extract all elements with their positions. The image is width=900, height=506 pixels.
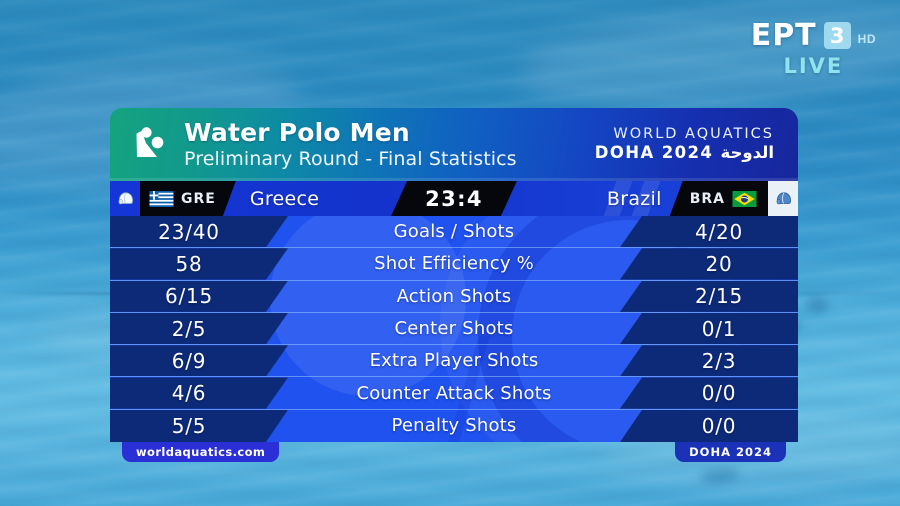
scorebar: GRE Greece 23:4 Brazil BRA bbox=[110, 181, 798, 216]
home-stat-cell: 4/6 bbox=[110, 377, 288, 408]
away-stat-cell: 20 bbox=[620, 248, 798, 280]
away-stat-value: 0/1 bbox=[701, 316, 737, 341]
event-tab: DOHA 2024 bbox=[675, 442, 786, 463]
statistics-panel: Water Polo Men Preliminary Round - Final… bbox=[110, 108, 798, 468]
stat-label: Shot Efficiency % bbox=[374, 253, 534, 275]
home-stat-cell: 6/9 bbox=[110, 345, 288, 376]
event-logo: WORLD AQUATICS DOHA 2024 الدوحة bbox=[594, 125, 774, 163]
event-name: DOHA 2024 الدوحة bbox=[594, 143, 774, 163]
table-row: 2/5 Center Shots 0/1 bbox=[110, 312, 798, 346]
away-stat-cell: 0/0 bbox=[620, 377, 798, 409]
home-cap-icon bbox=[110, 181, 140, 216]
stat-label: Counter Attack Shots bbox=[356, 382, 552, 404]
table-row: 23/40 Goals / Shots 4/20 bbox=[110, 216, 798, 249]
away-stat-cell: 2/15 bbox=[620, 280, 798, 312]
broadcaster-channel-number: 3 bbox=[823, 22, 851, 49]
water-shadow bbox=[806, 298, 828, 312]
home-stat-value: 6/9 bbox=[171, 348, 207, 373]
stat-label-cell: Penalty Shots bbox=[288, 410, 620, 442]
away-stat-cell: 0/0 bbox=[620, 409, 798, 443]
stat-label-cell: Goals / Shots bbox=[288, 216, 620, 247]
away-stat-value: 0/0 bbox=[701, 413, 737, 438]
away-team-tag: BRA bbox=[669, 181, 768, 216]
score-chip: 23:4 bbox=[391, 181, 517, 216]
page-subtitle: Preliminary Round - Final Statistics bbox=[184, 147, 517, 170]
statistics-table: 23/40 Goals / Shots 4/20 58 Shot Efficiency … bbox=[110, 216, 798, 443]
stat-label: Extra Player Shots bbox=[369, 350, 539, 372]
event-organization: WORLD AQUATICS bbox=[613, 125, 774, 142]
away-stat-value: 4/20 bbox=[694, 219, 744, 244]
table-row: 6/15 Action Shots 2/15 bbox=[110, 280, 798, 313]
live-indicator: LIVE bbox=[783, 54, 844, 78]
panel-titles: Water Polo Men Preliminary Round - Final… bbox=[184, 119, 517, 171]
broadcaster-network-name: EPT bbox=[750, 18, 817, 53]
greece-flag-icon bbox=[149, 191, 174, 207]
home-stat-value: 58 bbox=[175, 251, 203, 276]
broadcaster-quality-label: HD bbox=[857, 32, 876, 46]
away-stat-value: 2/3 bbox=[701, 348, 737, 373]
stat-label-cell: Counter Attack Shots bbox=[288, 377, 620, 408]
match-score: 23:4 bbox=[425, 186, 483, 211]
away-cap-icon bbox=[768, 181, 798, 216]
stat-label-cell: Shot Efficiency % bbox=[288, 248, 620, 279]
panel-header: Water Polo Men Preliminary Round - Final… bbox=[110, 108, 798, 181]
home-stat-value: 2/5 bbox=[171, 316, 207, 341]
stat-label: Action Shots bbox=[396, 285, 512, 307]
home-stat-value: 6/15 bbox=[164, 284, 214, 309]
away-stat-cell: 4/20 bbox=[620, 216, 798, 248]
home-stat-cell: 6/15 bbox=[110, 281, 288, 312]
home-team-tag: GRE bbox=[140, 181, 236, 216]
away-stat-value: 2/15 bbox=[694, 284, 744, 309]
away-stat-cell: 0/1 bbox=[620, 312, 798, 345]
stat-label: Goals / Shots bbox=[393, 221, 515, 243]
stat-label-cell: Center Shots bbox=[288, 313, 620, 344]
away-stat-value: 0/0 bbox=[701, 381, 737, 406]
home-team-abbr: GRE bbox=[181, 190, 216, 207]
table-row: 6/9 Extra Player Shots 2/3 bbox=[110, 345, 798, 378]
table-row: 5/5 Penalty Shots 0/0 bbox=[110, 409, 798, 443]
table-row: 58 Shot Efficiency % 20 bbox=[110, 248, 798, 281]
stat-label: Penalty Shots bbox=[391, 415, 517, 437]
website-tab[interactable]: worldaquatics.com bbox=[122, 442, 280, 463]
away-team-abbr: BRA bbox=[689, 190, 725, 207]
home-stat-value: 5/5 bbox=[171, 413, 207, 438]
table-row: 4/6 Counter Attack Shots 0/0 bbox=[110, 377, 798, 410]
home-stat-value: 4/6 bbox=[171, 381, 207, 406]
stat-label-cell: Extra Player Shots bbox=[288, 345, 620, 376]
panel-footer: worldaquatics.com DOHA 2024 bbox=[110, 442, 798, 468]
home-stat-cell: 58 bbox=[110, 248, 288, 279]
home-team-name: Greece bbox=[249, 187, 320, 210]
page-title: Water Polo Men bbox=[184, 117, 410, 147]
broadcaster-row: EPT 3 HD bbox=[751, 18, 876, 53]
stat-label: Center Shots bbox=[394, 318, 514, 340]
home-stat-cell: 23/40 bbox=[110, 216, 288, 247]
away-stat-value: 20 bbox=[705, 251, 733, 276]
away-stat-cell: 2/3 bbox=[620, 345, 798, 377]
home-stat-cell: 2/5 bbox=[110, 313, 288, 344]
home-stat-value: 23/40 bbox=[158, 219, 220, 244]
away-team-name: Brazil bbox=[606, 187, 662, 210]
brazil-flag-icon bbox=[732, 190, 757, 207]
broadcaster-logo: EPT 3 HD LIVE bbox=[751, 18, 876, 78]
home-stat-cell: 5/5 bbox=[110, 410, 288, 442]
water-polo-icon bbox=[124, 119, 176, 171]
stat-label-cell: Action Shots bbox=[288, 281, 620, 312]
